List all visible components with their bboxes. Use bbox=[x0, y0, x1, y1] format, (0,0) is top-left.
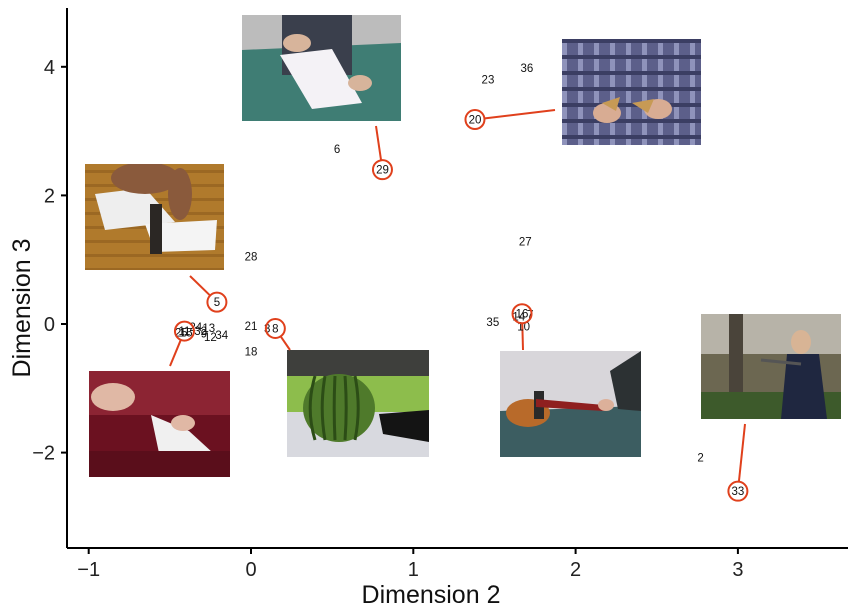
highlighted-point: 33 bbox=[727, 480, 749, 502]
y-tick-label: 0 bbox=[44, 314, 55, 336]
point-label: 7 bbox=[527, 309, 533, 321]
highlighted-point: 16 bbox=[511, 303, 533, 325]
point-label: 32 bbox=[194, 326, 207, 338]
highlight-circle bbox=[511, 303, 533, 325]
connector-line bbox=[484, 109, 556, 120]
point-label: 28 bbox=[245, 251, 258, 263]
point-label: 6 bbox=[334, 144, 340, 156]
cutting-watermelon-photo bbox=[287, 350, 429, 457]
x-tick-label: 0 bbox=[245, 559, 256, 581]
cutting-paper-knife-photo bbox=[85, 164, 224, 270]
x-axis-title: Dimension 2 bbox=[362, 581, 501, 608]
hammering-photo bbox=[500, 351, 641, 457]
point-label: 23 bbox=[482, 75, 495, 87]
y-tick-label: 4 bbox=[44, 57, 55, 79]
y-axis-title: Dimension 3 bbox=[8, 239, 36, 378]
connector-line bbox=[375, 125, 382, 160]
x-tick-label: 1 bbox=[408, 559, 419, 581]
y-tick-label: 2 bbox=[44, 185, 55, 207]
connector-line bbox=[737, 423, 746, 482]
point-label: 12 bbox=[204, 332, 217, 344]
highlighted-point-label: 5 bbox=[214, 297, 220, 309]
point-label: 18 bbox=[245, 347, 258, 359]
highlighted-point: 29 bbox=[371, 159, 393, 181]
highlighted-point-label: 20 bbox=[469, 115, 482, 127]
highlighted-point-label: 16 bbox=[516, 309, 529, 321]
highlighted-point-label: 8 bbox=[272, 324, 278, 336]
x-tick-label: 2 bbox=[570, 559, 581, 581]
x-tick-label: −1 bbox=[77, 559, 100, 581]
highlight-circle bbox=[371, 159, 393, 181]
highlighted-point: 11 bbox=[173, 320, 195, 342]
highlighted-point-label: 11 bbox=[178, 326, 190, 338]
sawing-tree-photo bbox=[701, 314, 841, 419]
point-label: 13 bbox=[202, 323, 215, 335]
tearing-paper-photo bbox=[242, 15, 401, 121]
y-tick-label: −2 bbox=[32, 443, 55, 465]
highlighted-point: 20 bbox=[464, 109, 486, 131]
point-label: 27 bbox=[519, 237, 532, 249]
connector-line bbox=[280, 336, 291, 351]
point-label: 35 bbox=[486, 317, 499, 329]
connector-line bbox=[189, 275, 211, 296]
connector-line bbox=[169, 339, 182, 367]
highlighted-point: 5 bbox=[206, 291, 228, 313]
point-label: 15 bbox=[180, 327, 193, 339]
highlight-circle bbox=[173, 320, 195, 342]
point-label: 34 bbox=[215, 330, 228, 342]
point-label: 9 bbox=[201, 329, 207, 341]
highlighted-point-label: 33 bbox=[732, 486, 745, 498]
highlight-circle bbox=[264, 318, 286, 340]
point-label: 3 bbox=[264, 324, 270, 336]
highlight-circle bbox=[727, 480, 749, 502]
highlight-circle bbox=[464, 109, 486, 131]
point-label: 25 bbox=[175, 327, 188, 339]
cutting-paper-scissors-photo bbox=[89, 371, 230, 477]
point-label: 36 bbox=[521, 63, 534, 75]
point-label: 10 bbox=[517, 322, 530, 334]
connectors-layer bbox=[169, 109, 746, 482]
axes bbox=[66, 8, 848, 549]
breaking-cracker-photo bbox=[562, 39, 701, 145]
highlighted-point: 8 bbox=[264, 318, 286, 340]
point-label: 2 bbox=[697, 453, 703, 465]
highlighted-point-label: 29 bbox=[376, 165, 389, 177]
highlight-circle bbox=[206, 291, 228, 313]
connector-line bbox=[521, 323, 524, 351]
point-label: 21 bbox=[245, 321, 258, 333]
x-tick-label: 3 bbox=[732, 559, 743, 581]
thumbnails-layer bbox=[85, 15, 841, 477]
